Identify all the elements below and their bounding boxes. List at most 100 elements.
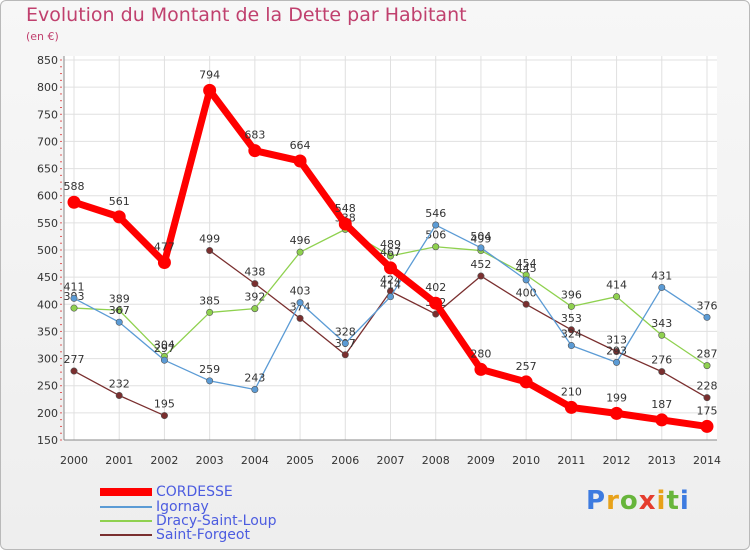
data-point-dracy-saint-loup [658, 331, 666, 339]
legend-swatch-saint-forgeot [100, 534, 152, 536]
data-point-dracy-saint-loup [206, 308, 214, 316]
data-label-dracy-saint-loup: 454 [516, 257, 537, 270]
logo-letter: o [619, 486, 639, 516]
data-point-saint-forgeot [341, 351, 349, 359]
data-point-dracy-saint-loup [613, 293, 621, 301]
data-point-cordesse [67, 195, 81, 209]
y-tick-label: 850 [37, 54, 58, 67]
data-point-igornay [522, 276, 530, 284]
legend-label-saint-forgeot: Saint-Forgeot [156, 527, 250, 543]
data-point-igornay [613, 358, 621, 366]
data-point-dracy-saint-loup [115, 306, 123, 314]
x-tick-label: 2005 [286, 454, 314, 467]
data-point-igornay [477, 244, 485, 252]
legend-label-dracy-saint-loup: Dracy-Saint-Loup [156, 513, 277, 529]
data-label-saint-forgeot: 232 [109, 377, 130, 390]
data-point-saint-forgeot [160, 412, 168, 420]
legend-item-saint-forgeot: Saint-Forgeot [100, 527, 340, 543]
data-label-dracy-saint-loup: 499 [470, 233, 491, 246]
data-label-saint-forgeot: 424 [380, 273, 401, 286]
data-point-cordesse [112, 210, 126, 224]
data-label-cordesse: 210 [561, 385, 582, 398]
data-point-saint-forgeot [70, 367, 78, 375]
data-point-dracy-saint-loup [386, 252, 394, 260]
logo-letter: x [638, 486, 657, 516]
y-tick-label: 800 [37, 81, 58, 94]
data-point-cordesse [564, 400, 578, 414]
data-point-saint-forgeot [115, 391, 123, 399]
data-point-cordesse [610, 406, 624, 420]
data-point-cordesse [384, 261, 397, 275]
y-tick-label: 400 [37, 298, 58, 311]
legend-label-igornay: Igornay [156, 499, 209, 515]
data-label-saint-forgeot: 195 [154, 398, 175, 411]
y-tick-label: 300 [37, 353, 58, 366]
data-point-igornay [206, 377, 214, 385]
data-point-saint-forgeot [296, 314, 304, 322]
data-label-igornay: 403 [290, 285, 311, 298]
data-label-saint-forgeot: 452 [470, 258, 491, 271]
data-label-cordesse: 199 [606, 391, 627, 404]
data-point-dracy-saint-loup [567, 302, 575, 310]
data-label-igornay: 259 [199, 363, 220, 376]
y-tick-label: 600 [37, 190, 58, 203]
data-label-igornay: 324 [561, 328, 582, 341]
data-point-saint-forgeot [206, 247, 214, 255]
y-tick-label: 350 [37, 325, 58, 338]
data-label-cordesse: 664 [290, 139, 311, 152]
x-tick-label: 2012 [603, 454, 631, 467]
x-tick-label: 2013 [648, 454, 676, 467]
data-label-igornay: 414 [380, 279, 401, 292]
data-point-saint-forgeot [477, 272, 485, 280]
x-tick-label: 2009 [467, 454, 495, 467]
data-point-igornay [251, 386, 259, 394]
data-label-dracy-saint-loup: 496 [290, 234, 311, 247]
data-point-saint-forgeot [658, 368, 666, 376]
logo-letter: r [606, 486, 620, 516]
data-label-igornay: 328 [335, 325, 356, 338]
legend-item-igornay: Igornay [100, 499, 340, 515]
y-tick-label: 650 [37, 163, 58, 176]
data-label-igornay: 504 [470, 230, 491, 243]
data-label-igornay: 546 [425, 207, 446, 220]
x-tick-label: 2000 [60, 454, 88, 467]
data-point-igornay [386, 293, 394, 301]
data-label-cordesse: 280 [470, 347, 491, 360]
data-point-igornay [703, 313, 711, 321]
data-label-cordesse: 257 [516, 360, 537, 373]
data-label-igornay: 297 [154, 342, 175, 355]
proxiti-logo: Proxiti [586, 486, 690, 516]
x-tick-label: 2014 [693, 454, 721, 467]
data-point-saint-forgeot [251, 280, 259, 288]
data-label-dracy-saint-loup: 304 [154, 338, 175, 351]
data-point-cordesse [655, 413, 669, 427]
data-label-saint-forgeot: 499 [199, 233, 220, 246]
data-label-igornay: 243 [244, 372, 265, 385]
legend-label-cordesse: CORDESSE [156, 484, 233, 500]
x-tick-label: 2011 [557, 454, 585, 467]
data-point-cordesse [203, 83, 217, 97]
x-tick-label: 2003 [196, 454, 224, 467]
legend-swatch-igornay [100, 506, 152, 508]
data-point-igornay [567, 342, 575, 350]
y-tick-label: 450 [37, 271, 58, 284]
y-tick-label: 500 [37, 244, 58, 257]
data-label-dracy-saint-loup: 396 [561, 288, 582, 301]
data-label-cordesse: 548 [335, 202, 356, 215]
data-point-cordesse [293, 154, 307, 168]
data-label-dracy-saint-loup: 392 [244, 291, 265, 304]
data-label-igornay: 376 [697, 299, 718, 312]
data-point-igornay [658, 283, 666, 291]
legend-item-dracy-saint-loup: Dracy-Saint-Loup [100, 513, 340, 529]
y-tick-label: 250 [37, 380, 58, 393]
data-label-igornay: 431 [651, 269, 672, 282]
data-point-dracy-saint-loup [703, 362, 711, 370]
data-label-cordesse: 175 [697, 404, 718, 417]
data-point-saint-forgeot [703, 394, 711, 402]
y-tick-label: 550 [37, 217, 58, 230]
data-label-cordesse: 477 [154, 240, 175, 253]
y-axis-unit: (en €) [26, 30, 59, 43]
data-label-saint-forgeot: 277 [64, 353, 85, 366]
chart-title: Evolution du Montant de la Dette par Hab… [26, 4, 467, 26]
